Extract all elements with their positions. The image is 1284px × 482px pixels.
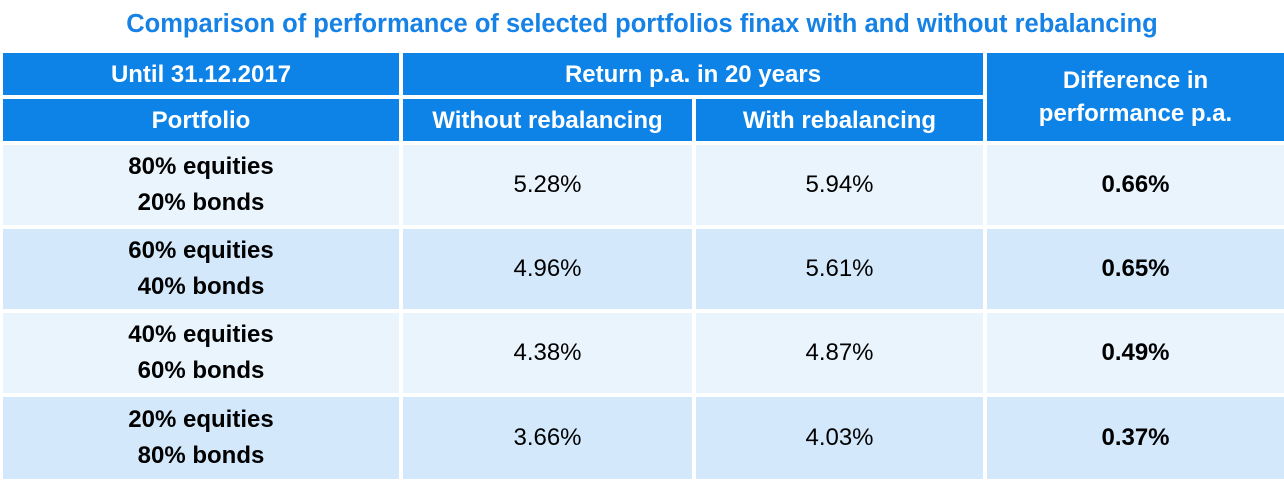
- value-with-rebalancing: 5.94%: [696, 145, 983, 225]
- value-without-rebalancing: 5.28%: [403, 145, 692, 225]
- portfolio-bonds: 80% bonds: [137, 442, 265, 469]
- header-date: Until 31.12.2017: [3, 53, 399, 95]
- portfolio-equities: 40% equities: [128, 321, 274, 348]
- value-difference: 0.49%: [987, 313, 1284, 393]
- header-difference-line2: performance p.a.: [1038, 100, 1233, 127]
- portfolio-bonds: 20% bonds: [137, 189, 265, 216]
- portfolio-equities: 60% equities: [128, 237, 274, 264]
- header-difference: Difference in performance p.a.: [987, 53, 1284, 141]
- portfolio-equities: 20% equities: [128, 406, 274, 433]
- header-portfolio: Portfolio: [3, 99, 399, 141]
- header-difference-line1: Difference in: [1062, 67, 1209, 94]
- value-with-rebalancing: 5.61%: [696, 229, 983, 309]
- value-without-rebalancing: 4.38%: [403, 313, 692, 393]
- portfolio-bonds: 60% bonds: [137, 357, 265, 384]
- table-title: Comparison of performance of selected po…: [126, 10, 1158, 38]
- value-difference: 0.37%: [987, 397, 1284, 479]
- portfolio-bonds: 40% bonds: [137, 273, 265, 300]
- value-without-rebalancing: 3.66%: [403, 397, 692, 479]
- header-return-group: Return p.a. in 20 years: [403, 53, 983, 95]
- table-row-portfolio: 40% equities 60% bonds: [3, 313, 399, 393]
- value-with-rebalancing: 4.87%: [696, 313, 983, 393]
- table-row-portfolio: 60% equities 40% bonds: [3, 229, 399, 309]
- portfolio-equities: 80% equities: [128, 153, 274, 180]
- value-with-rebalancing: 4.03%: [696, 397, 983, 479]
- value-difference: 0.66%: [987, 145, 1284, 225]
- table-row-portfolio: 80% equities 20% bonds: [3, 145, 399, 225]
- value-without-rebalancing: 4.96%: [403, 229, 692, 309]
- table-row-portfolio: 20% equities 80% bonds: [3, 397, 399, 479]
- header-with-rebalancing: With rebalancing: [696, 99, 983, 141]
- header-without-rebalancing: Without rebalancing: [403, 99, 692, 141]
- value-difference: 0.65%: [987, 229, 1284, 309]
